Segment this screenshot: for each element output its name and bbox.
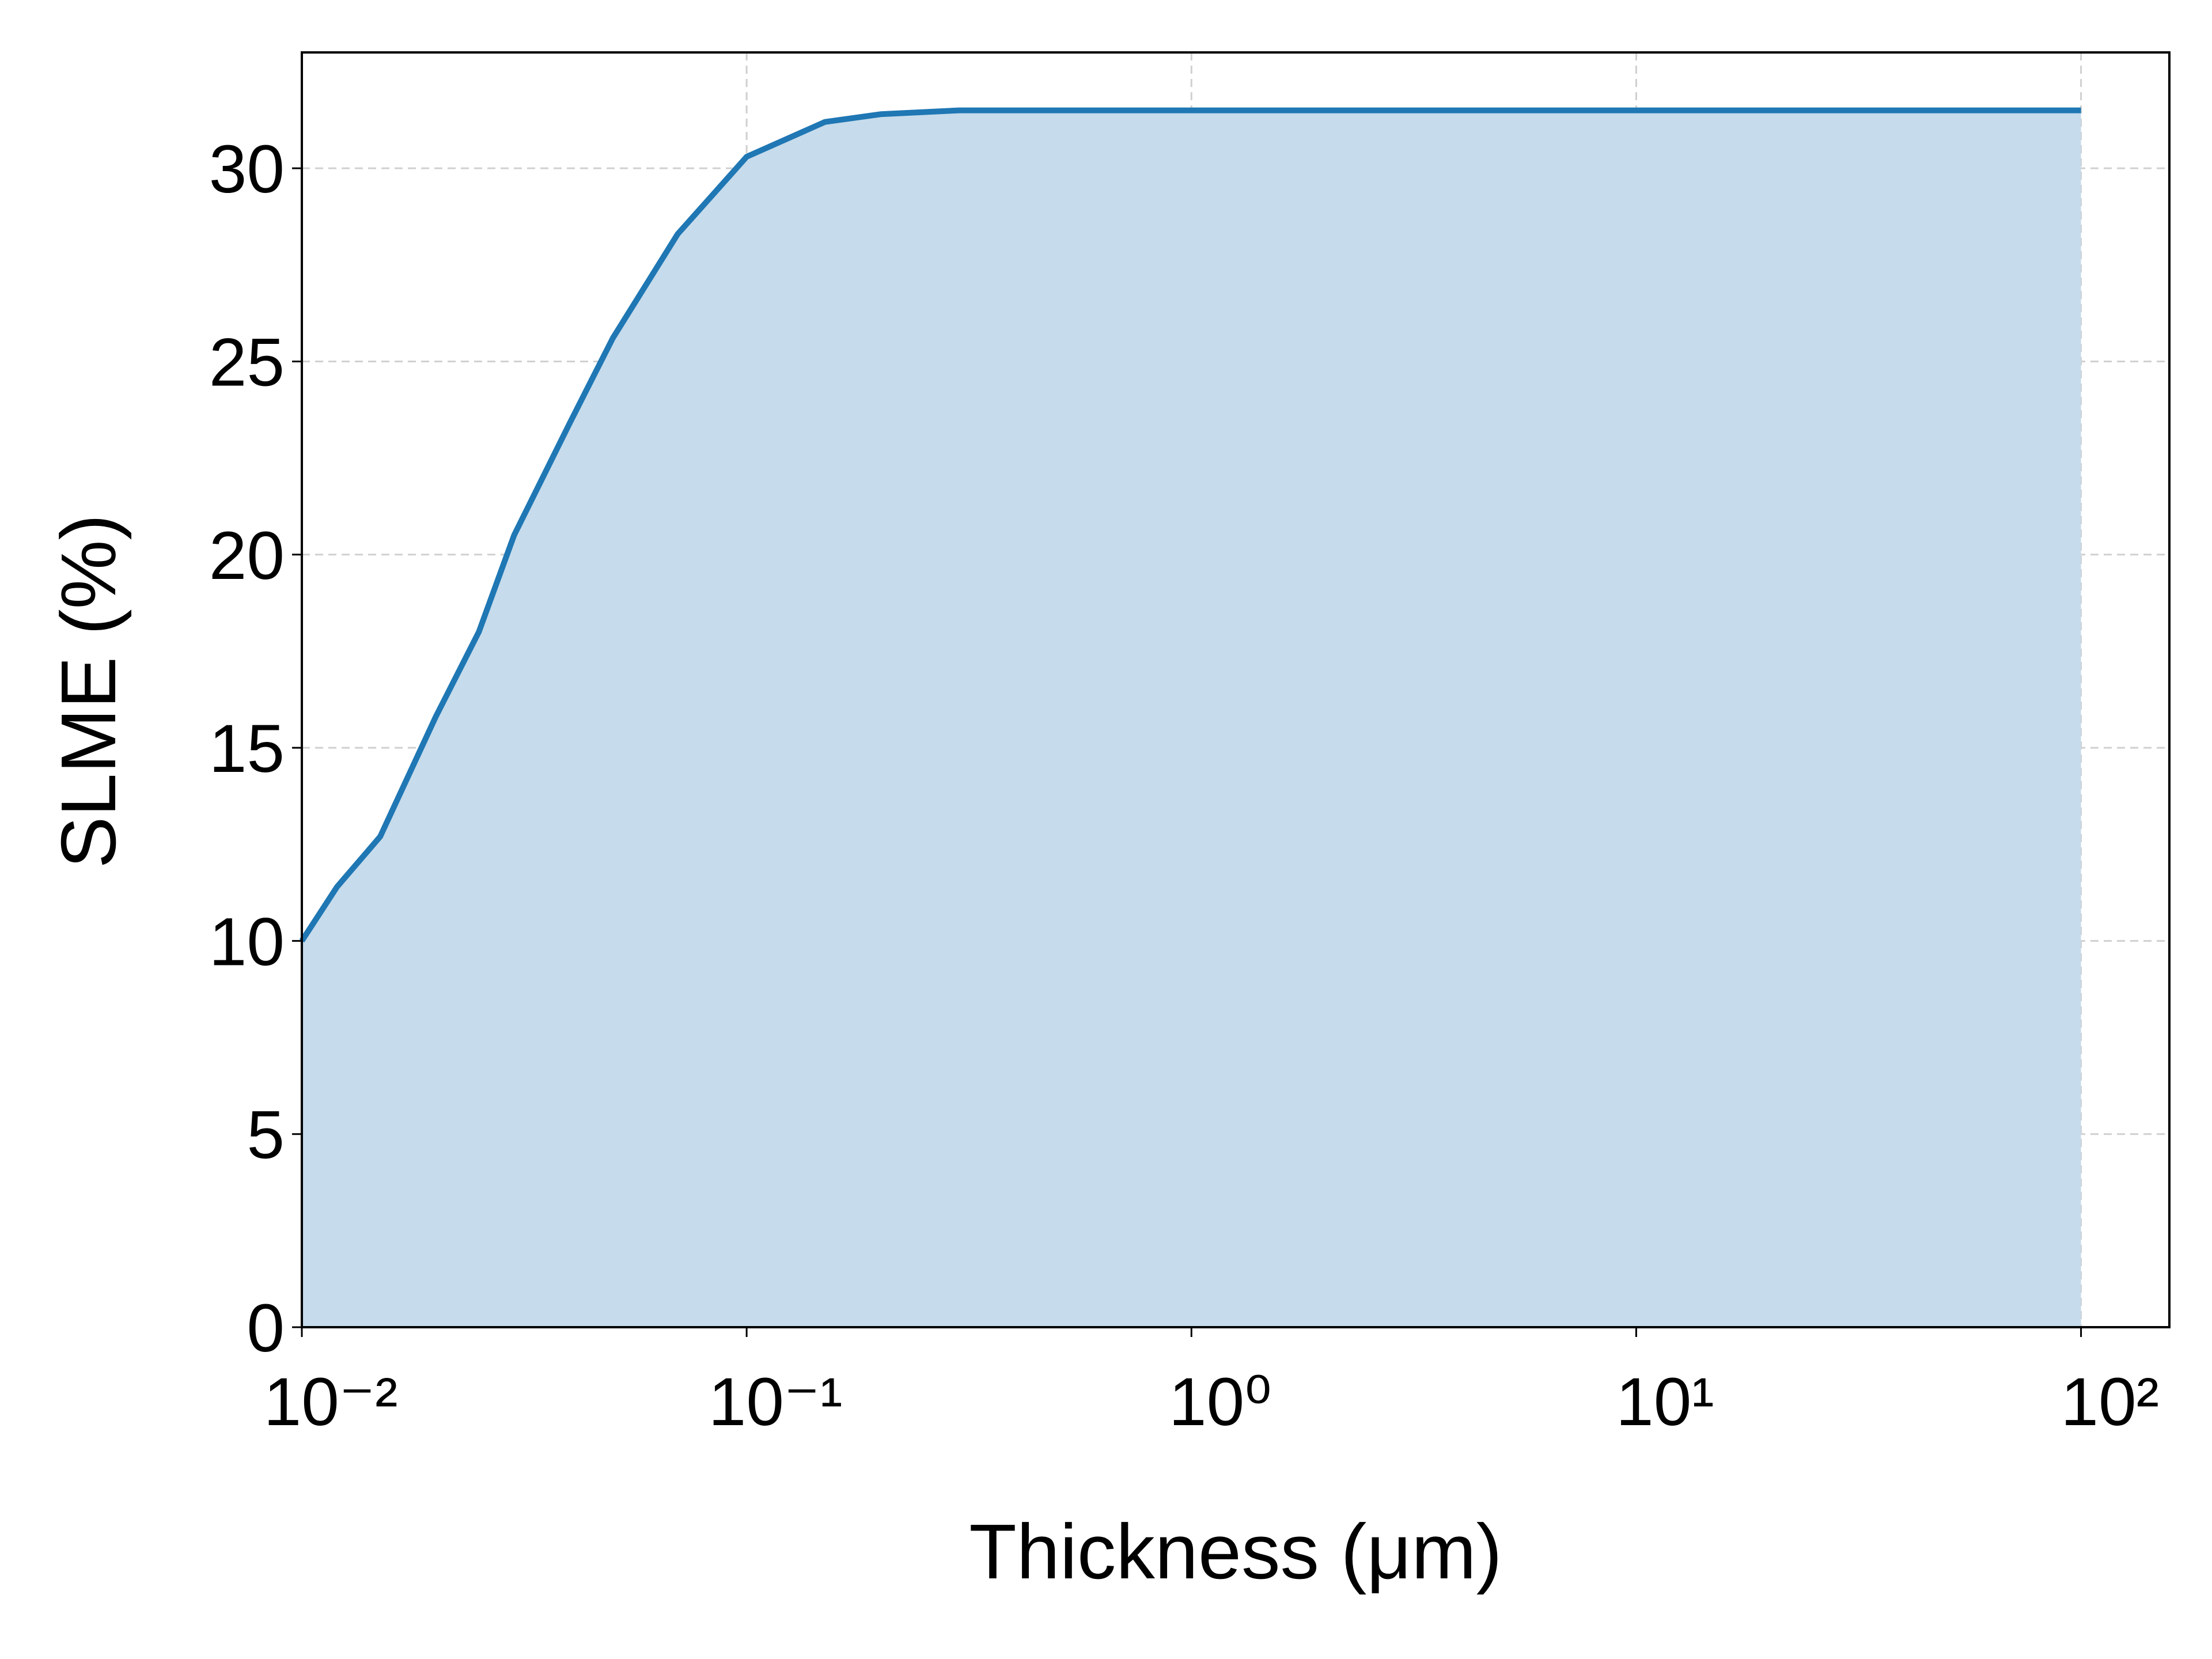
x-tick-label: 10⁻² — [264, 1364, 398, 1440]
x-tick-label: 10² — [2061, 1364, 2159, 1440]
x-axis-label: Thickness (μm) — [969, 1508, 1502, 1595]
y-tick-label: 15 — [209, 711, 285, 787]
y-tick-label: 0 — [247, 1290, 285, 1366]
y-tick-label: 20 — [209, 518, 285, 594]
x-tick-label: 10⁻¹ — [709, 1364, 843, 1440]
x-tick-label: 10¹ — [1616, 1364, 1714, 1440]
y-tick-label: 25 — [209, 324, 285, 400]
y-tick-label: 30 — [209, 131, 285, 207]
line — [299, 107, 2081, 943]
y-axis-label: SLME (%) — [45, 514, 132, 868]
x-tick-label: 10⁰ — [1169, 1364, 1272, 1440]
y-tick-label: 10 — [209, 904, 285, 980]
plot-frame — [301, 51, 2171, 1328]
area — [302, 110, 2081, 1327]
y-tick-label: 5 — [247, 1097, 285, 1173]
